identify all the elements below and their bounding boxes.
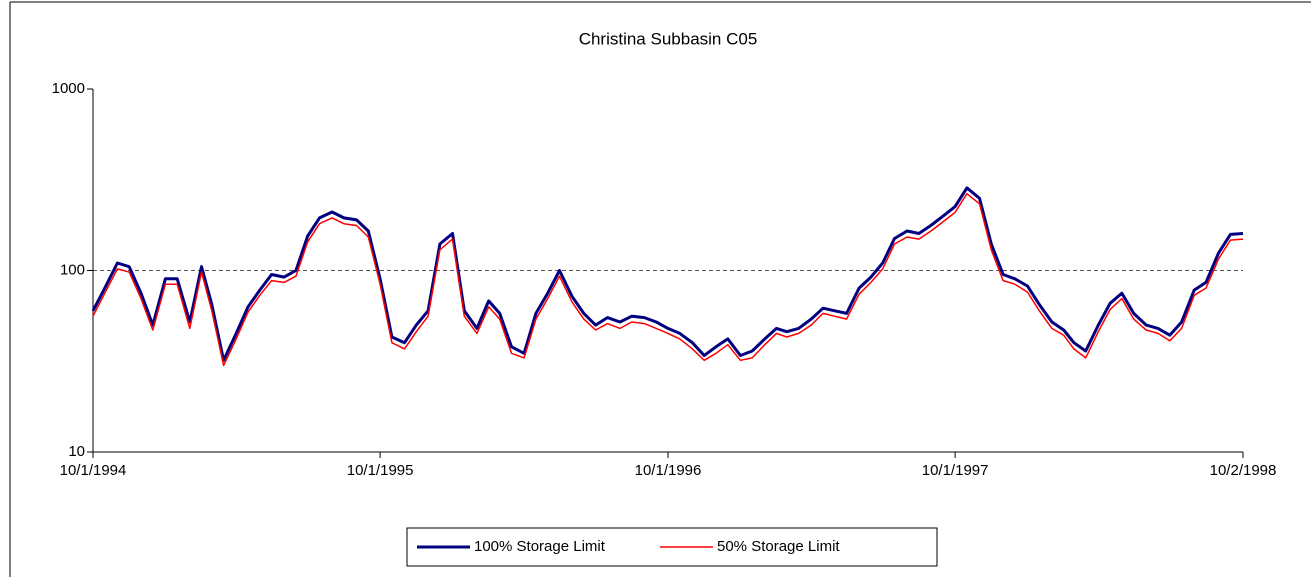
y-tick-label: 10 bbox=[68, 443, 85, 460]
y-tick-label: 100 bbox=[60, 261, 85, 278]
y-tick-label: 1000 bbox=[52, 80, 85, 97]
series-line bbox=[91, 186, 1244, 362]
x-tick-label: 10/2/1998 bbox=[1210, 462, 1277, 479]
chart-title: Christina Subbasin C05 bbox=[579, 29, 758, 48]
x-tick-label: 10/1/1995 bbox=[347, 462, 414, 479]
x-tick-label: 10/1/1997 bbox=[922, 462, 989, 479]
series-line bbox=[92, 192, 1244, 367]
legend-label: 50% Storage Limit bbox=[717, 538, 840, 555]
x-tick-label: 10/1/1996 bbox=[635, 462, 702, 479]
x-tick-label: 10/1/1994 bbox=[60, 462, 127, 479]
legend-label: 100% Storage Limit bbox=[474, 538, 606, 555]
